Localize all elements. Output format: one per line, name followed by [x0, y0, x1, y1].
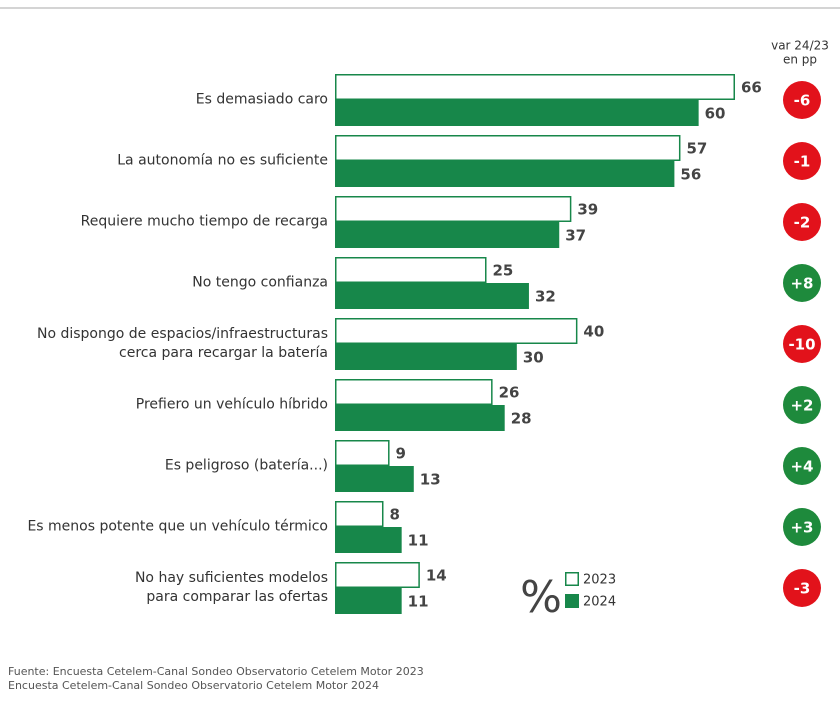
category-label: Es peligroso (batería...) [164, 457, 328, 474]
value-label: 60 [705, 105, 726, 123]
value-label: 9 [396, 445, 406, 463]
change-badge [783, 447, 821, 485]
change-label: -2 [794, 214, 811, 232]
source-note: Encuesta Cetelem-Canal Sondeo Observator… [8, 679, 379, 692]
change-label: -6 [794, 92, 811, 110]
value-label: 11 [408, 532, 429, 550]
bar [335, 100, 699, 126]
bar [335, 318, 578, 344]
change-label: -1 [794, 153, 811, 171]
category-label: Es menos potente que un vehículo térmico [27, 518, 328, 535]
bar [335, 588, 402, 614]
value-label: 26 [499, 384, 520, 402]
category-label: La autonomía no es suficiente [117, 152, 328, 169]
value-label: 32 [535, 288, 556, 306]
legend-swatch [565, 572, 579, 586]
bar [335, 379, 493, 405]
value-label: 56 [680, 166, 701, 184]
bar [335, 74, 735, 100]
change-badge [783, 264, 821, 302]
change-label: +3 [790, 519, 813, 537]
value-label: 39 [577, 201, 598, 219]
bar [335, 222, 560, 248]
change-label: +8 [790, 275, 813, 293]
value-label: 11 [408, 593, 429, 611]
value-label: 14 [426, 567, 447, 585]
change-badge [783, 386, 821, 424]
bar [335, 135, 681, 161]
category-label: No dispongo de espacios/infraestructuras… [36, 326, 328, 361]
change-badge [783, 142, 821, 180]
legend-label: 2024 [583, 595, 616, 610]
category-label: Es demasiado caro [195, 91, 328, 108]
bar [335, 196, 572, 222]
value-label: 37 [565, 227, 586, 245]
change-header: var 24/23 [771, 39, 829, 53]
category-label: Requiere mucho tiempo de recarga [80, 213, 328, 230]
bar [335, 405, 505, 431]
bar [335, 283, 529, 309]
legend-label: 2023 [583, 573, 616, 588]
value-label: 57 [686, 140, 707, 158]
change-label: +4 [790, 458, 813, 476]
bar [335, 466, 414, 492]
bar [335, 562, 420, 588]
source-note: Fuente: Encuesta Cetelem-Canal Sondeo Ob… [8, 665, 424, 678]
legend-swatch [565, 594, 579, 608]
value-label: 30 [523, 349, 544, 367]
legend-symbol: % [520, 572, 562, 623]
bar [335, 257, 487, 283]
value-label: 28 [511, 410, 532, 428]
category-label: No tengo confianza [192, 274, 328, 291]
value-label: 40 [583, 323, 604, 341]
change-badge [783, 203, 821, 241]
value-label: 66 [741, 79, 762, 97]
bar [335, 527, 402, 553]
change-badge [783, 325, 821, 363]
change-badge [783, 81, 821, 119]
change-label: -10 [788, 336, 815, 354]
value-label: 13 [420, 471, 441, 489]
bar [335, 501, 384, 527]
category-label: No hay suficientes modelos para comparar… [134, 570, 328, 605]
category-label: Prefiero un vehículo híbrido [135, 396, 328, 413]
change-header: en pp [783, 53, 817, 67]
value-label: 8 [389, 506, 399, 524]
change-badge [783, 569, 821, 607]
change-label: -3 [794, 580, 811, 598]
bar [335, 440, 390, 466]
change-badge [783, 508, 821, 546]
bar [335, 161, 675, 187]
change-label: +2 [790, 397, 813, 415]
value-label: 25 [493, 262, 514, 280]
bar [335, 344, 517, 370]
